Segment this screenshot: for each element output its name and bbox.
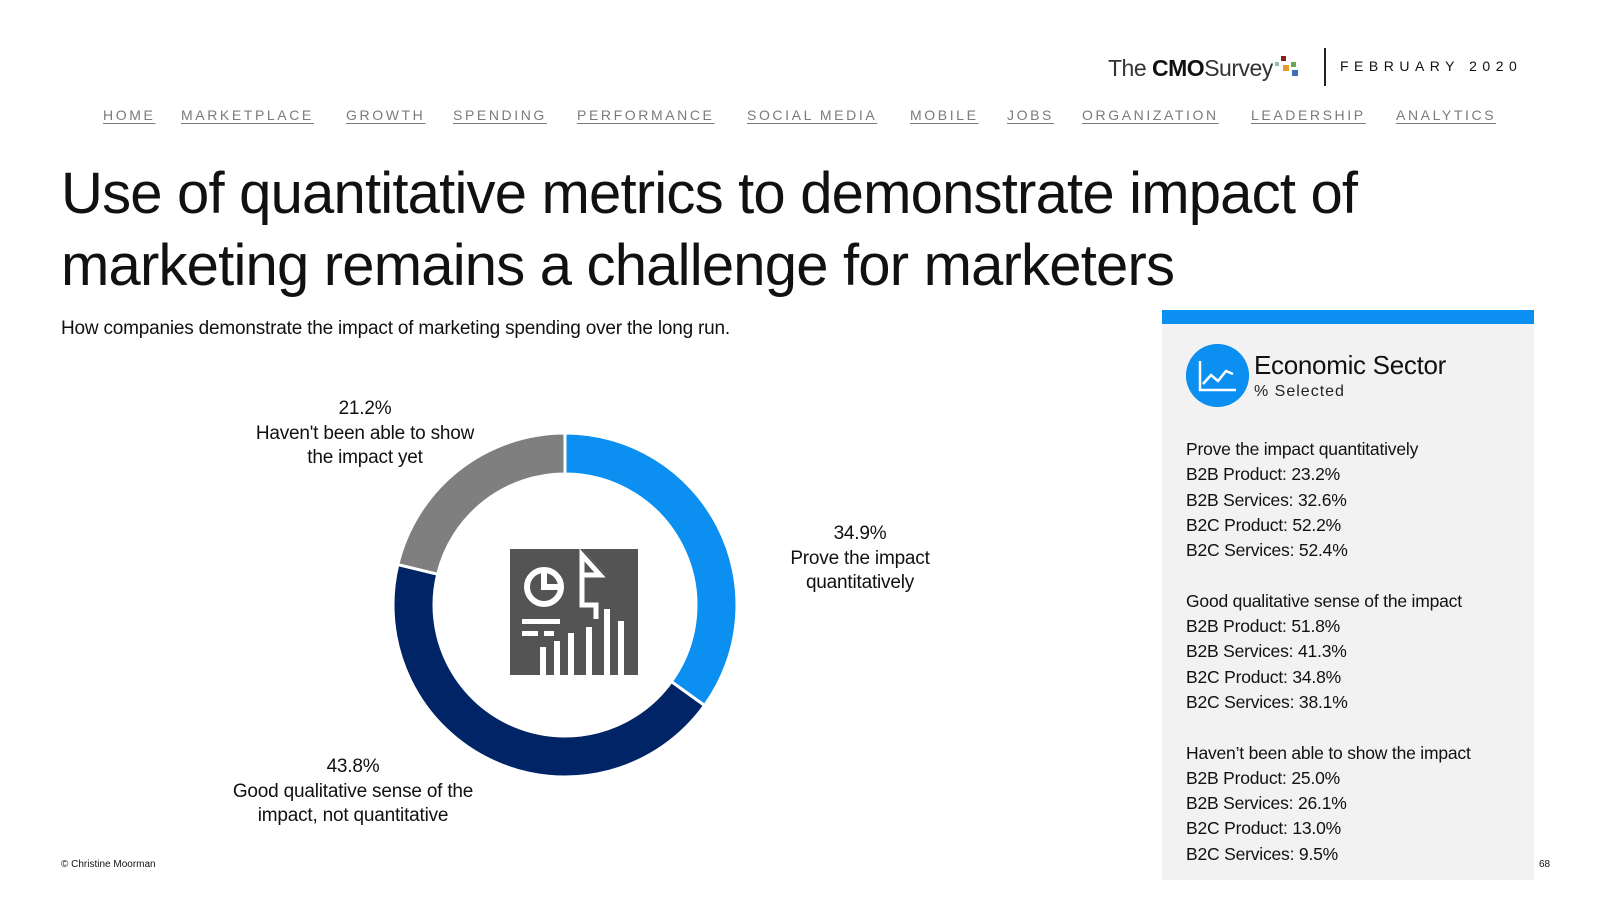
slice-text: quantitatively	[805, 572, 915, 593]
slice-text: impact, not quantitative	[257, 805, 449, 826]
stats-row: B2B Services: 26.1%	[1186, 793, 1347, 814]
header-divider	[1324, 48, 1326, 86]
top-navigation: HOME MARKETPLACE GROWTH SPENDING PERFORM…	[0, 107, 1600, 127]
stats-row: B2B Product: 25.0%	[1186, 767, 1340, 788]
stats-row: B2B Product: 23.2%	[1186, 464, 1340, 485]
panel-subtitle: % Selected	[1254, 383, 1345, 400]
slice-text: the impact yet	[307, 447, 423, 468]
nav-growth[interactable]: GROWTH	[346, 107, 426, 123]
nav-leadership[interactable]: LEADERSHIP	[1251, 107, 1366, 123]
stats-row: B2C Product: 52.2%	[1186, 514, 1341, 535]
slice-value: 43.8%	[326, 756, 380, 777]
slice-value: 21.2%	[338, 398, 392, 419]
copyright: © Christine Moorman	[61, 859, 156, 870]
page-title: Use of quantitative metrics to demonstra…	[61, 158, 1521, 302]
sector-stats: Prove the impact quantitatively B2B Prod…	[1186, 437, 1471, 867]
nav-performance[interactable]: PERFORMANCE	[577, 107, 715, 123]
title-line-1: Use of quantitative metrics to demonstra…	[61, 161, 1358, 226]
slice-text: Good qualitative sense of the	[232, 780, 474, 802]
panel-accent-bar	[1162, 310, 1534, 324]
report-chart-icon	[510, 549, 638, 675]
slice-label-not-shown: 21.2% Haven't been able to show the impa…	[236, 397, 494, 471]
stats-group-heading: Haven’t been able to show the impact	[1186, 742, 1471, 763]
report-date: FEBRUARY 2020	[1340, 58, 1523, 74]
stats-row: B2C Services: 38.1%	[1186, 691, 1348, 712]
logo-text: The CMOSurvey	[1108, 54, 1273, 81]
stats-row: B2C Product: 34.8%	[1186, 666, 1341, 687]
stats-row: B2C Services: 52.4%	[1186, 540, 1348, 561]
donut-slice-2	[396, 431, 567, 576]
slice-label-qualitative: 43.8% Good qualitative sense of the impa…	[212, 755, 494, 829]
nav-spending[interactable]: SPENDING	[453, 107, 547, 123]
nav-mobile[interactable]: MOBILE	[910, 107, 979, 123]
chart-subtitle: How companies demonstrate the impact of …	[61, 318, 730, 339]
stats-group-heading: Prove the impact quantitatively	[1186, 439, 1419, 459]
donut-chart	[391, 431, 739, 779]
stats-row: B2B Product: 51.8%	[1186, 616, 1340, 637]
nav-jobs[interactable]: JOBS	[1007, 107, 1054, 123]
stats-row: B2C Services: 9.5%	[1186, 843, 1339, 864]
stats-row: B2B Services: 32.6%	[1186, 489, 1347, 510]
stats-group-heading: Good qualitative sense of the impact	[1186, 590, 1462, 611]
nav-social-media[interactable]: SOCIAL MEDIA	[747, 107, 878, 123]
nav-analytics[interactable]: ANALYTICS	[1396, 107, 1497, 123]
cmo-survey-logo: The CMOSurvey	[1108, 50, 1309, 86]
slice-value: 34.9%	[833, 523, 887, 544]
nav-home[interactable]: HOME	[103, 107, 156, 123]
donut-slice-1	[391, 562, 707, 779]
stats-row: B2B Services: 41.3%	[1186, 641, 1347, 662]
slice-text: Prove the impact	[790, 547, 930, 569]
slice-label-quantitative: 34.9% Prove the impact quantitatively	[775, 522, 945, 596]
page-number: 68	[1539, 859, 1551, 870]
stats-row: B2C Product: 13.0%	[1186, 818, 1341, 839]
title-line-2: marketing remains a challenge for market…	[61, 233, 1175, 298]
logo-dots-icon	[1274, 53, 1309, 83]
slice-text: Haven't been able to show	[255, 422, 475, 444]
line-chart-icon	[1186, 344, 1249, 407]
panel-title: Economic Sector	[1254, 350, 1447, 380]
nav-organization[interactable]: ORGANIZATION	[1082, 107, 1219, 123]
nav-marketplace[interactable]: MARKETPLACE	[181, 107, 314, 123]
